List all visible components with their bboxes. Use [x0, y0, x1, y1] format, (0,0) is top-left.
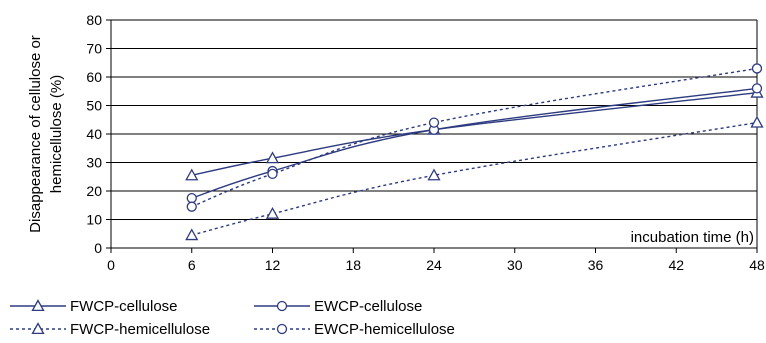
- data-point: [265, 206, 280, 219]
- y-tick-label: 60: [86, 69, 102, 85]
- axes: [106, 19, 758, 253]
- series-ewcp-hemicellulose: [186, 63, 763, 212]
- legend-marker: [31, 299, 45, 312]
- y-tick-label: 10: [86, 212, 102, 228]
- legend: FWCP-cellulose EWCP-cellulose FWCP-hemic…: [0, 293, 766, 343]
- x-tick-label: 24: [426, 257, 442, 273]
- x-tick-label: 0: [107, 257, 115, 273]
- x-tick-label: 18: [345, 257, 361, 273]
- x-tick-label: 36: [588, 257, 604, 273]
- legend-item-fwcp-cellulose: FWCP-cellulose: [8, 295, 178, 317]
- legend-marker: [276, 323, 288, 335]
- series-fwcp-hemicellulose: [185, 115, 764, 241]
- legend-label: FWCP-cellulose: [70, 297, 178, 315]
- legend-swatch-fwcp-cellulose: [10, 299, 66, 312]
- x-tick-label: 12: [265, 257, 281, 273]
- y-tick-label: 20: [86, 183, 102, 199]
- y-tick-label: 30: [86, 155, 102, 171]
- legend-marker: [31, 322, 45, 335]
- y-tick-label: 70: [86, 41, 102, 57]
- data-point: [185, 168, 199, 181]
- data-point: [185, 228, 199, 241]
- y-tick-label: 40: [86, 126, 102, 142]
- legend-swatch-fwcp-hemicellulose: [10, 322, 66, 335]
- legend-item-ewcp-cellulose: EWCP-cellulose: [252, 295, 422, 317]
- y-axis-label-line-2: hemicellulose (%): [48, 75, 65, 193]
- series-fwcp-cellulose: [185, 85, 764, 181]
- x-tick-label: 6: [188, 257, 196, 273]
- legend-label: EWCP-cellulose: [314, 297, 423, 315]
- x-tick-label: 42: [668, 257, 684, 273]
- y-tick-label: 80: [86, 12, 102, 28]
- series-line: [191, 87, 758, 199]
- legend-item-fwcp-hemicellulose: FWCP-hemicellulose: [8, 318, 210, 340]
- gridlines: [111, 19, 757, 220]
- data-point: [751, 63, 763, 74]
- data-point: [265, 151, 280, 164]
- series-line: [191, 91, 758, 177]
- data-point: [267, 168, 278, 180]
- data-point: [186, 192, 197, 204]
- y-tick-label: 0: [94, 240, 102, 256]
- x-tick-label: 48: [749, 257, 765, 273]
- x-tick-label: 30: [507, 257, 523, 273]
- legend-label: EWCP-hemicellulose: [314, 320, 455, 338]
- data-point: [750, 115, 764, 128]
- data-point: [186, 201, 197, 212]
- legend-item-ewcp-hemicellulose: EWCP-hemicellulose: [252, 318, 455, 340]
- data-point: [428, 117, 440, 128]
- line-chart: 0 10 20 30 40 50 60 70 80 0 6 12 18 24 30 36 42 48 incuba…: [27, 12, 765, 273]
- series-line: [191, 121, 758, 236]
- data-point: [427, 168, 441, 181]
- data-point: [751, 83, 763, 94]
- legend-swatch-ewcp-hemicellulose: [254, 323, 310, 335]
- legend-marker: [276, 300, 288, 312]
- series-line: [191, 67, 758, 208]
- x-axis-label: incubation time (h): [631, 229, 754, 246]
- y-axis-label-line-1: Disappearance of cellulose or: [27, 35, 44, 233]
- tick-labels: 0 10 20 30 40 50 60 70 80 0 6 12 18 24 30 36 42 48: [86, 12, 765, 273]
- y-tick-label: 50: [86, 98, 102, 114]
- series-layer: [185, 63, 764, 241]
- legend-swatch-ewcp-cellulose: [254, 300, 310, 312]
- legend-label: FWCP-hemicellulose: [70, 320, 211, 338]
